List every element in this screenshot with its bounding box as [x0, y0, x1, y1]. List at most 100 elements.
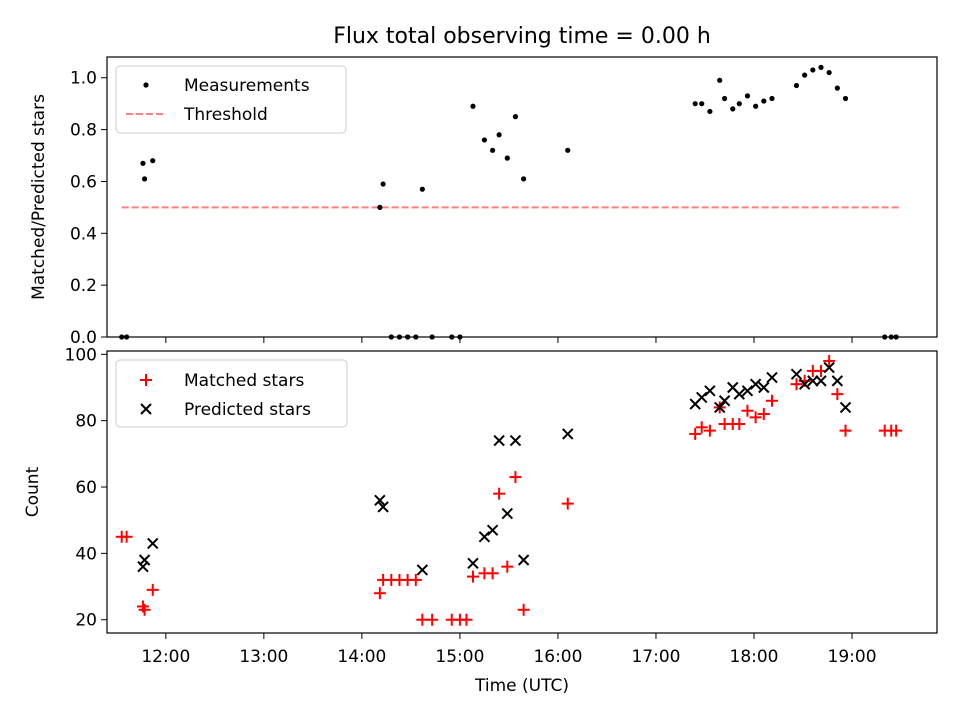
predicted-star-point [823, 361, 835, 374]
matched-star-point [509, 471, 522, 484]
bottom-y-tick-label: 100 [65, 345, 97, 365]
measurement-point [692, 101, 698, 107]
predicted-star-point [486, 524, 499, 536]
predicted-star-point [137, 560, 149, 573]
top-panel: 0.0 0.2 0.4 0.6 0.8 1.0 Matched/Predicted sta… [29, 56, 938, 348]
predicted-star-point [741, 385, 754, 397]
measurement-point [730, 106, 736, 112]
predicted-star-point [704, 385, 716, 397]
predicted-star-point [749, 378, 762, 390]
legend-matched-marker [140, 374, 152, 386]
predicted-star-point [790, 368, 803, 380]
bottom-y-tick-label: 80 [75, 412, 97, 432]
predicted-star-point [377, 501, 389, 513]
legend-measurements-marker [143, 82, 149, 88]
legend-threshold-label: Threshold [183, 105, 268, 125]
measurement-point [834, 85, 840, 91]
matched-star-point [703, 424, 716, 437]
x-axis-label: Time (UTC) [474, 676, 569, 696]
matched-star-point [460, 613, 473, 626]
x-tick-label: 17:00 [631, 647, 680, 667]
legend-predicted-label: Predicted stars [184, 400, 311, 420]
predicted-star-point [696, 391, 708, 404]
matched-star-point [741, 404, 754, 417]
measurement-point [699, 101, 705, 107]
predicted-star-point [138, 554, 151, 566]
matched-star-point [765, 394, 778, 407]
measurement-point [481, 137, 488, 143]
predicted-star-point [766, 371, 778, 384]
predicted-star-point [815, 375, 827, 387]
matched-star-point [839, 424, 852, 437]
legend-predicted-marker [140, 403, 152, 415]
matched-star-point [517, 603, 530, 616]
predicted-star-point [758, 381, 770, 394]
predicted-star-point [798, 378, 811, 390]
chart-title: Flux total observing time = 0.00 h [333, 24, 711, 49]
matched-star-point [695, 421, 708, 434]
predicted-star-point [562, 428, 574, 440]
measurement-point [512, 114, 519, 120]
matched-star-point [823, 354, 836, 367]
measurement-point [761, 98, 767, 104]
matched-star-point [426, 613, 439, 626]
bottom-legend: Matched stars Predicted stars [115, 359, 348, 428]
measurement-point [717, 77, 723, 83]
x-tick-label: 19:00 [828, 647, 877, 667]
top-y-axis-label: Matched/Predicted stars [29, 94, 49, 300]
matched-star-point [790, 378, 803, 391]
x-tick-label: 12:00 [141, 647, 190, 667]
matched-star-point [501, 560, 514, 573]
top-y-tick-label: 0.6 [70, 172, 97, 192]
measurement-point [489, 147, 496, 153]
predicted-star-point [467, 557, 479, 570]
top-y-tick-label: 0.8 [70, 121, 97, 141]
matched-star-point [689, 427, 702, 440]
bottom-y-tick-label: 60 [75, 478, 97, 498]
matched-star-point [733, 417, 746, 430]
predicted-star-point [416, 564, 429, 576]
measurement-point [565, 147, 571, 153]
predicted-star-point [807, 375, 819, 387]
predicted-star-point [733, 388, 746, 400]
x-tick-label: 14:00 [337, 647, 386, 667]
bottom-axes-frame [106, 350, 938, 634]
measurement-point [736, 101, 742, 107]
matched-star-point [466, 570, 479, 583]
measurement-point [793, 82, 800, 89]
predicted-star-point [501, 507, 514, 520]
matched-star-point [831, 388, 844, 401]
measurement-point [826, 69, 832, 76]
measurement-point [140, 160, 146, 166]
predicted-star-point [718, 395, 731, 407]
predicted-star-point [478, 531, 491, 543]
predicted-star-point [839, 401, 852, 414]
legend-matched-label: Matched stars [184, 371, 304, 391]
predicted-star-point [517, 554, 530, 566]
measurement-point [521, 176, 527, 182]
measurement-point [810, 67, 816, 73]
predicted-star-point [831, 375, 844, 387]
predicted-star-point [509, 434, 522, 447]
predicted-star-point [374, 494, 386, 507]
legend-measurements-label: Measurements [184, 76, 310, 96]
predicted-star-point [147, 537, 159, 550]
measurement-point [753, 103, 759, 109]
measurement-point [141, 176, 148, 182]
measurement-point [842, 95, 849, 102]
x-tick-label: 16:00 [533, 647, 582, 667]
x-tick-label: 18:00 [730, 647, 779, 667]
measurement-point [470, 103, 476, 109]
measurement-point [707, 108, 713, 115]
matched-star-point [493, 487, 506, 500]
measurement-point [504, 155, 510, 161]
top-axes-frame [106, 56, 938, 338]
top-y-tick-label: 1.0 [70, 69, 97, 89]
measurement-point [802, 72, 808, 78]
predicted-star-point [493, 434, 505, 447]
measurement-point [818, 64, 824, 70]
measurement-point [496, 132, 502, 138]
top-y-tick-label: 0.4 [70, 224, 97, 244]
measurement-point [744, 93, 751, 99]
